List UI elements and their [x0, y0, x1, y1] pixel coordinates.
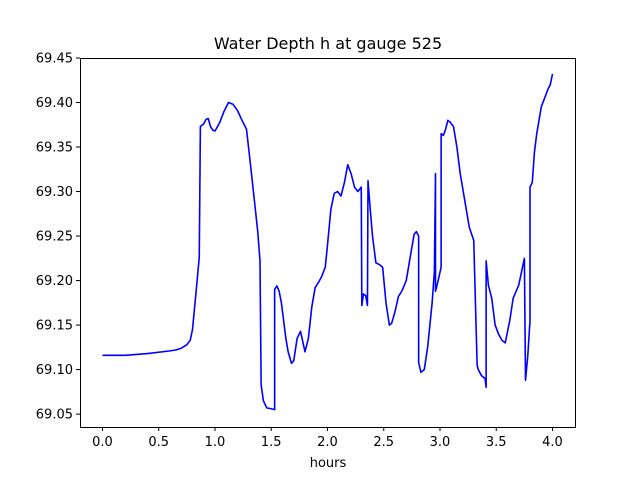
y-tick-label: 69.05 — [36, 408, 73, 423]
x-tick-label: 1.0 — [205, 435, 226, 450]
y-tick-label: 69.10 — [36, 363, 73, 378]
y-tick-label: 69.20 — [36, 274, 73, 289]
y-axis: 69.05 69.10 69.15 69.20 69.25 69.30 69.35 69.40… — [36, 52, 80, 423]
y-tick-label: 69.45 — [36, 52, 73, 67]
x-axis-label: hours — [310, 456, 347, 471]
x-tick-label: 1.5 — [261, 435, 282, 450]
x-tick-label: 0.0 — [92, 435, 113, 450]
series-line-0 — [102, 73, 554, 411]
x-axis: 0.0 0.5 1.0 1.5 2.0 2.5 3.0 3.5 4.0 — [92, 427, 563, 450]
y-tick-label: 69.35 — [36, 141, 73, 156]
axes-frame — [80, 58, 576, 428]
y-tick-label: 69.15 — [36, 319, 73, 334]
x-tick-label: 3.5 — [486, 435, 507, 450]
y-tick-label: 69.25 — [36, 230, 73, 245]
y-tick-label: 69.30 — [36, 185, 73, 200]
x-tick-label: 0.5 — [148, 435, 169, 450]
chart-title: Water Depth h at gauge 525 — [214, 34, 442, 53]
x-tick-label: 2.5 — [373, 435, 394, 450]
x-tick-label: 2.0 — [317, 435, 338, 450]
x-tick-label: 4.0 — [542, 435, 563, 450]
plot-area — [102, 73, 554, 411]
y-tick-label: 69.40 — [36, 96, 73, 111]
x-tick-label: 3.0 — [430, 435, 451, 450]
